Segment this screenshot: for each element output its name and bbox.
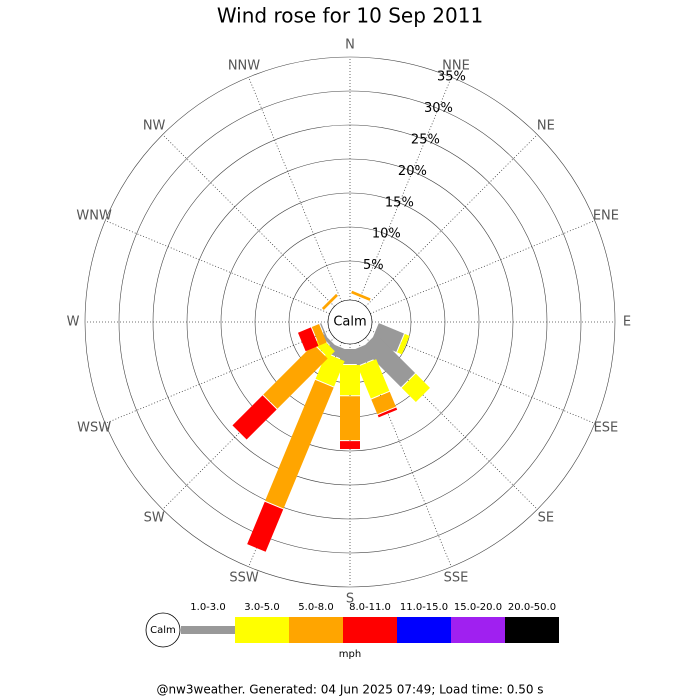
direction-label: E (623, 315, 631, 330)
bar-segment (326, 343, 349, 361)
direction-label: S (346, 592, 354, 607)
direction-label: ENE (593, 208, 619, 223)
grid-ring (84, 56, 616, 588)
legend-swatch (397, 617, 451, 643)
bar-segment (340, 364, 360, 396)
direction-label: NW (143, 119, 166, 134)
bar-segment (247, 501, 284, 552)
bar-segment (263, 344, 328, 409)
legend-calm-circle (145, 612, 181, 648)
bar-segment (265, 379, 334, 509)
legend-label: 1.0-3.0 (190, 602, 225, 613)
direction-label: NNE (442, 59, 470, 74)
legend-label: 3.0-5.0 (244, 602, 279, 613)
direction-label: W (67, 315, 80, 330)
bar-segment (357, 359, 390, 399)
bar-segment (321, 334, 338, 351)
chart-title: Wind rose for 10 Sep 2011 (217, 4, 483, 28)
legend-label: 20.0-50.0 (508, 602, 556, 613)
bar-segment (377, 407, 398, 418)
legend-label: 11.0-15.0 (400, 602, 448, 613)
grid-ring (220, 192, 480, 452)
direction-label: NE (537, 119, 555, 134)
y-tick-label: 35% (437, 70, 466, 85)
y-tick-label: 5% (363, 258, 384, 273)
legend-swatch (181, 626, 235, 634)
bar-segment (321, 293, 338, 310)
legend-label: 8.0-11.0 (349, 602, 391, 613)
direction-label: WSW (77, 421, 111, 436)
legend-calm-label: Calm (150, 625, 176, 636)
grid-ring (118, 90, 582, 554)
bar-segment (362, 334, 416, 388)
direction-label: NNW (228, 59, 260, 74)
bar-segment (232, 395, 277, 440)
legend-label: 15.0-20.0 (454, 602, 502, 613)
bar-segment (397, 333, 410, 355)
bar-segment (401, 373, 431, 403)
legend-swatch (289, 617, 343, 643)
legend-swatch (505, 617, 559, 643)
y-tick-label: 25% (411, 132, 440, 147)
direction-label: SE (538, 510, 554, 525)
y-tick-label: 15% (385, 195, 414, 210)
direction-label: N (345, 38, 355, 53)
direction-label: WNW (76, 208, 112, 223)
bar-segment (340, 396, 360, 441)
y-tick-label: 20% (398, 164, 427, 179)
bar-segment (371, 391, 396, 415)
calm-circle (327, 299, 373, 345)
legend-swatch (235, 617, 289, 643)
bar-segment (297, 327, 319, 352)
bar-segment (340, 441, 360, 449)
direction-label: SSW (229, 570, 259, 585)
calm-label: Calm (333, 315, 366, 330)
y-tick-label: 30% (424, 101, 453, 116)
unit-label: mph (339, 649, 361, 660)
bar-segment (351, 290, 371, 301)
legend-swatch (451, 617, 505, 643)
legend-label: 5.0-8.0 (298, 602, 333, 613)
direction-label: ESE (594, 421, 619, 436)
direction-label: SW (144, 510, 165, 525)
bar-segment (311, 323, 327, 346)
legend-swatch (343, 617, 397, 643)
y-tick-label: 10% (372, 227, 401, 242)
bar-segment (319, 323, 329, 343)
direction-label: SSE (444, 570, 469, 585)
footer: @nw3weather. Generated: 04 Jun 2025 07:4… (156, 683, 543, 697)
